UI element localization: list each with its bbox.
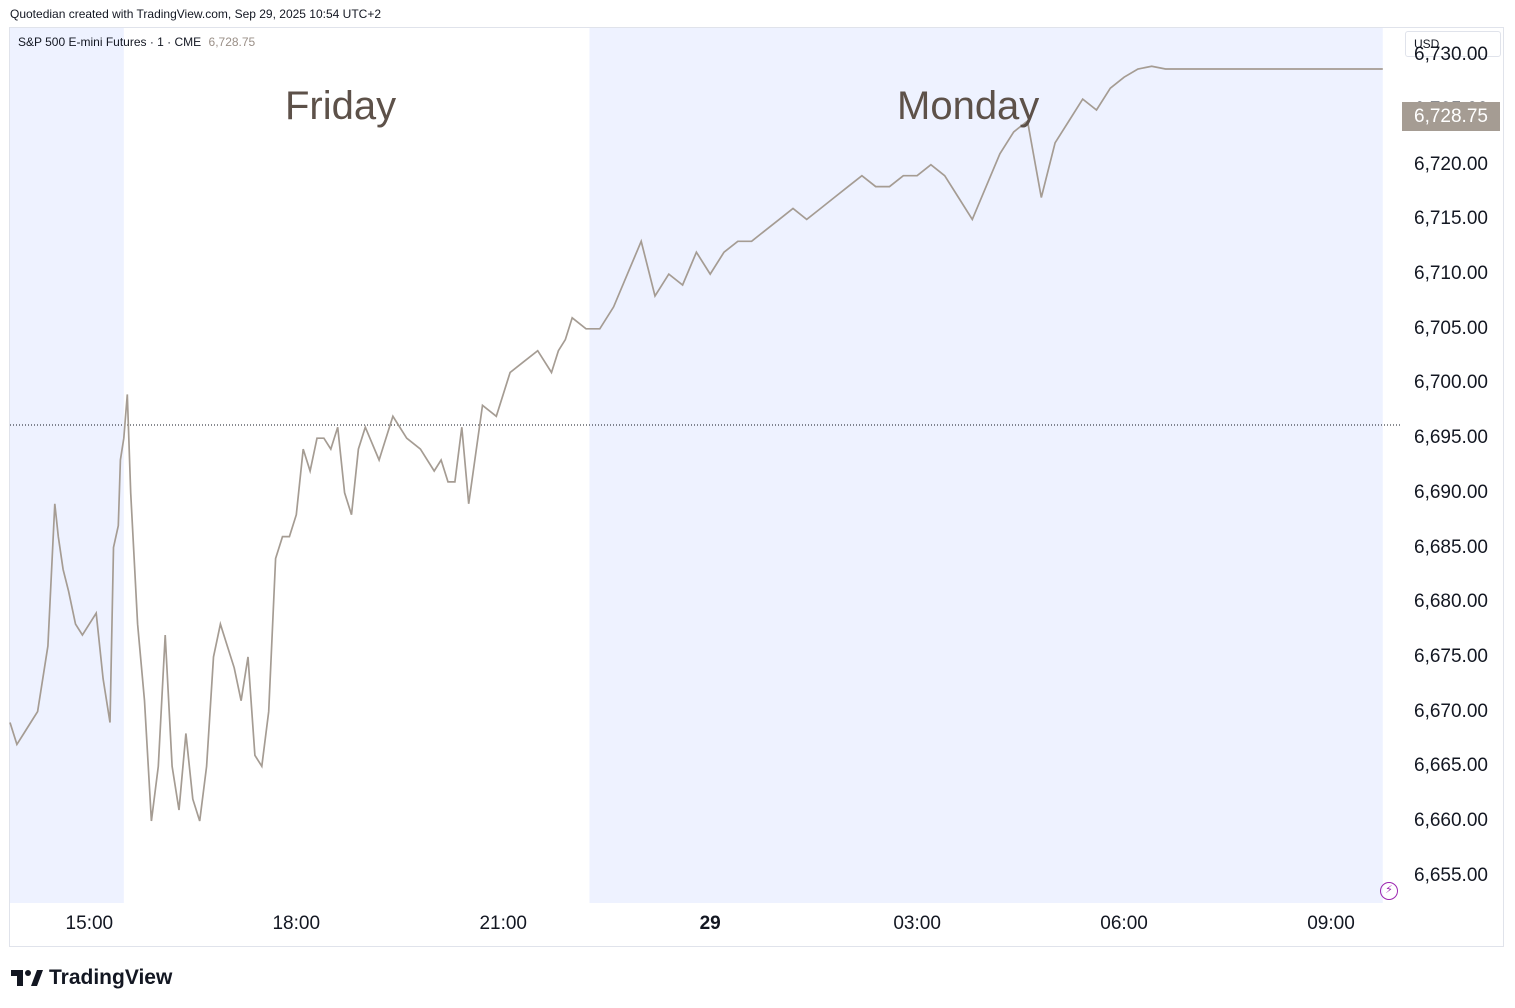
y-tick-label: 6,730.00 — [1414, 44, 1488, 66]
y-tick-label: 6,715.00 — [1414, 208, 1488, 230]
x-tick-label: 29 — [699, 913, 721, 934]
monday-label: Monday — [897, 84, 1040, 128]
y-tick-label: 6,665.00 — [1414, 755, 1488, 777]
session-shade-1 — [589, 28, 1383, 903]
x-tick-label: 18:00 — [272, 913, 321, 934]
y-tick-label: 6,705.00 — [1414, 317, 1488, 339]
price-line — [9, 65, 1383, 822]
session-shading — [10, 28, 1383, 903]
header-credit: Quotedian created with TradingView.com, … — [10, 7, 382, 21]
last-price-badge: 6,728.75 — [1402, 102, 1500, 131]
y-tick-label: 6,670.00 — [1414, 700, 1488, 722]
x-tick-label: 03:00 — [893, 913, 941, 934]
y-tick-label: 6,675.00 — [1414, 645, 1488, 667]
y-tick-label: 6,720.00 — [1414, 153, 1488, 175]
symbol-name: S&P 500 E-mini Futures · 1 · CME — [18, 35, 202, 49]
currency-selector[interactable]: USD — [1405, 31, 1501, 57]
y-tick-label: 6,660.00 — [1414, 809, 1488, 831]
tradingview-logo-icon — [11, 970, 43, 986]
legend-last-price: 6,728.75 — [208, 35, 256, 49]
x-tick-label: 06:00 — [1100, 913, 1148, 934]
x-tick-label: 15:00 — [65, 913, 114, 934]
y-tick-label: 6,690.00 — [1414, 481, 1488, 503]
y-tick-label: 6,680.00 — [1414, 591, 1488, 613]
lightning-bolt-icon[interactable]: ⚡ — [1380, 882, 1398, 900]
x-tick-label: 09:00 — [1307, 913, 1355, 934]
session-shade-0 — [10, 28, 124, 903]
y-tick-label: 6,710.00 — [1414, 263, 1488, 285]
tradingview-logo[interactable]: TradingView — [11, 966, 172, 990]
friday-label: Friday — [285, 84, 397, 128]
y-tick-label: 6,700.00 — [1414, 372, 1488, 394]
brand-name: TradingView — [49, 966, 173, 989]
chart-frame — [9, 27, 1504, 947]
x-tick-label: 21:00 — [479, 913, 527, 934]
y-tick-label: 6,695.00 — [1414, 427, 1488, 449]
y-tick-label: 6,685.00 — [1414, 536, 1488, 558]
y-tick-label: 6,655.00 — [1414, 864, 1488, 886]
symbol-legend[interactable]: S&P 500 E-mini Futures · 1 · CME 6,728.7… — [18, 35, 255, 49]
